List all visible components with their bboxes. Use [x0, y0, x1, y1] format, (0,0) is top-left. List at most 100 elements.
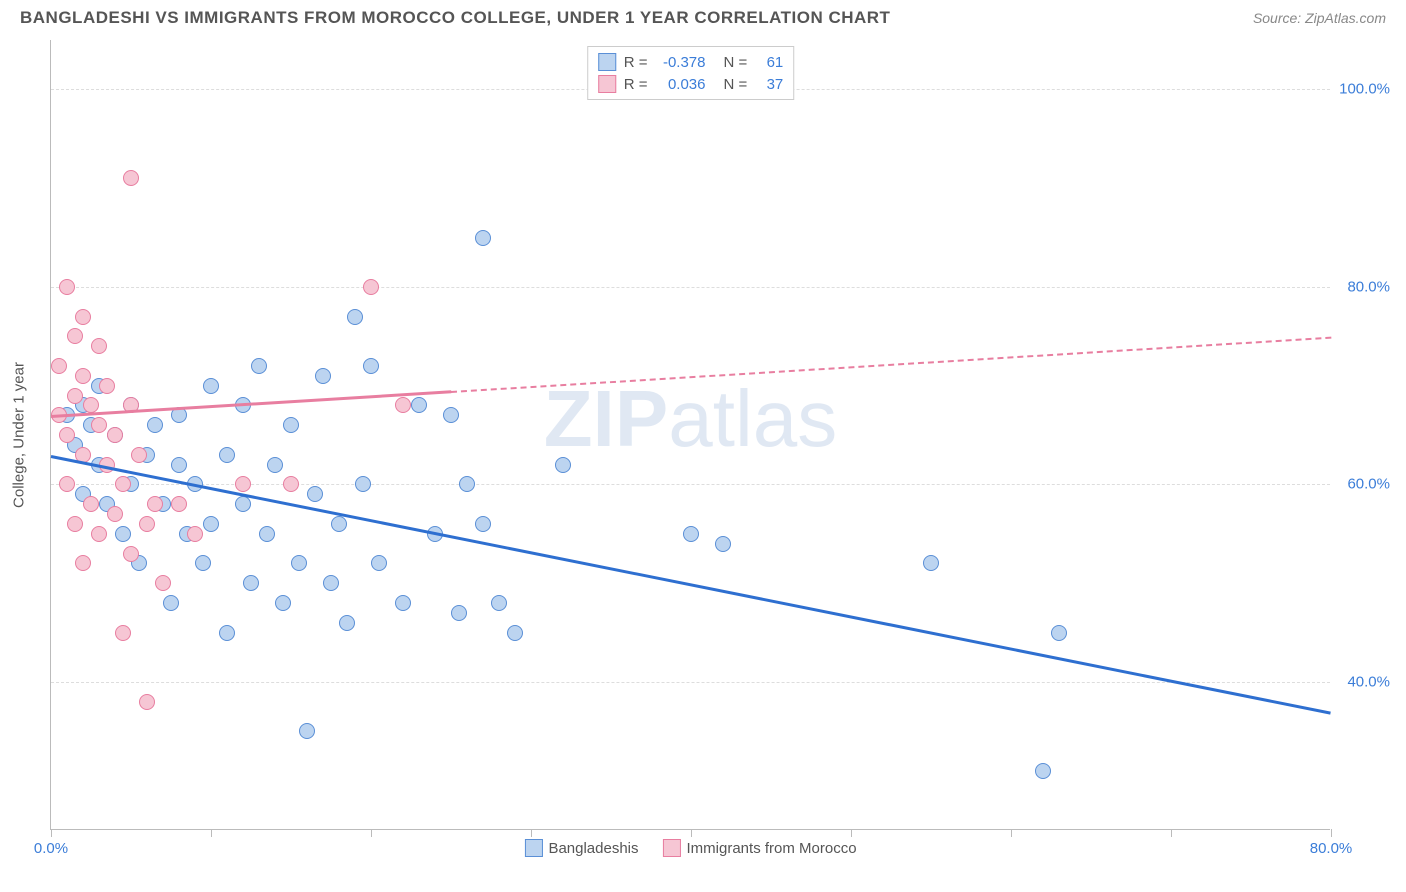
data-point — [203, 516, 219, 532]
x-tick-label: 80.0% — [1310, 840, 1353, 857]
x-tick-label: 0.0% — [34, 840, 68, 857]
data-point — [203, 378, 219, 394]
data-point — [299, 723, 315, 739]
chart-plot-area: College, Under 1 year ZIPatlas 40.0%60.0… — [50, 40, 1330, 830]
data-point — [555, 457, 571, 473]
data-point — [75, 555, 91, 571]
y-tick-label: 100.0% — [1339, 81, 1390, 98]
data-point — [131, 447, 147, 463]
data-point — [99, 378, 115, 394]
data-point — [91, 338, 107, 354]
data-point — [315, 368, 331, 384]
data-point — [107, 506, 123, 522]
stats-r-value: -0.378 — [656, 54, 706, 71]
data-point — [291, 555, 307, 571]
y-tick-label: 80.0% — [1347, 278, 1390, 295]
data-point — [51, 358, 67, 374]
data-point — [475, 230, 491, 246]
data-point — [147, 417, 163, 433]
data-point — [67, 388, 83, 404]
gridline — [51, 682, 1330, 683]
x-tick — [531, 829, 532, 837]
data-point — [275, 595, 291, 611]
data-point — [715, 536, 731, 552]
data-point — [67, 516, 83, 532]
data-point — [171, 457, 187, 473]
legend-swatch — [524, 839, 542, 857]
data-point — [371, 555, 387, 571]
legend-item: Bangladeshis — [524, 839, 638, 857]
data-point — [147, 496, 163, 512]
legend-label: Bangladeshis — [548, 840, 638, 857]
x-tick — [1011, 829, 1012, 837]
data-point — [115, 526, 131, 542]
bottom-legend: Bangladeshis Immigrants from Morocco — [524, 839, 856, 857]
stats-box: R = -0.378 N = 61 R = 0.036 N = 37 — [587, 46, 795, 100]
data-point — [91, 417, 107, 433]
legend-swatch — [598, 75, 616, 93]
stats-row: R = 0.036 N = 37 — [598, 73, 784, 95]
x-tick — [1171, 829, 1172, 837]
data-point — [339, 615, 355, 631]
stats-n-value: 61 — [755, 54, 783, 71]
x-tick — [691, 829, 692, 837]
data-point — [123, 546, 139, 562]
data-point — [235, 476, 251, 492]
data-point — [163, 595, 179, 611]
legend-swatch — [663, 839, 681, 857]
stats-r-label: R = — [624, 76, 648, 93]
data-point — [283, 476, 299, 492]
data-point — [187, 526, 203, 542]
stats-row: R =-0.378N =61 — [598, 51, 784, 73]
data-point — [115, 476, 131, 492]
data-point — [75, 368, 91, 384]
legend-label: Immigrants from Morocco — [687, 840, 857, 857]
data-point — [243, 575, 259, 591]
data-point — [1051, 625, 1067, 641]
data-point — [507, 625, 523, 641]
data-point — [347, 309, 363, 325]
data-point — [195, 555, 211, 571]
x-tick — [851, 829, 852, 837]
data-point — [59, 279, 75, 295]
legend-swatch — [598, 53, 616, 71]
data-point — [67, 328, 83, 344]
data-point — [139, 694, 155, 710]
trend-line — [51, 391, 451, 419]
data-point — [251, 358, 267, 374]
data-point — [331, 516, 347, 532]
data-point — [363, 279, 379, 295]
data-point — [219, 447, 235, 463]
data-point — [307, 486, 323, 502]
data-point — [323, 575, 339, 591]
legend-item: Immigrants from Morocco — [663, 839, 857, 857]
data-point — [411, 397, 427, 413]
data-point — [235, 496, 251, 512]
data-point — [395, 595, 411, 611]
stats-n-label: N = — [724, 76, 748, 93]
x-tick — [211, 829, 212, 837]
data-point — [83, 397, 99, 413]
data-point — [283, 417, 299, 433]
y-tick-label: 40.0% — [1347, 673, 1390, 690]
data-point — [355, 476, 371, 492]
data-point — [363, 358, 379, 374]
data-point — [139, 516, 155, 532]
data-point — [123, 170, 139, 186]
stats-n-value: 37 — [755, 76, 783, 93]
data-point — [443, 407, 459, 423]
y-axis-label: College, Under 1 year — [11, 362, 28, 508]
data-point — [683, 526, 699, 542]
stats-r-value: 0.036 — [656, 76, 706, 93]
data-point — [491, 595, 507, 611]
data-point — [267, 457, 283, 473]
y-tick-label: 60.0% — [1347, 476, 1390, 493]
data-point — [259, 526, 275, 542]
stats-r-label: R = — [624, 54, 648, 71]
data-point — [155, 575, 171, 591]
data-point — [451, 605, 467, 621]
data-point — [459, 476, 475, 492]
data-point — [59, 476, 75, 492]
data-point — [171, 496, 187, 512]
data-point — [59, 427, 75, 443]
